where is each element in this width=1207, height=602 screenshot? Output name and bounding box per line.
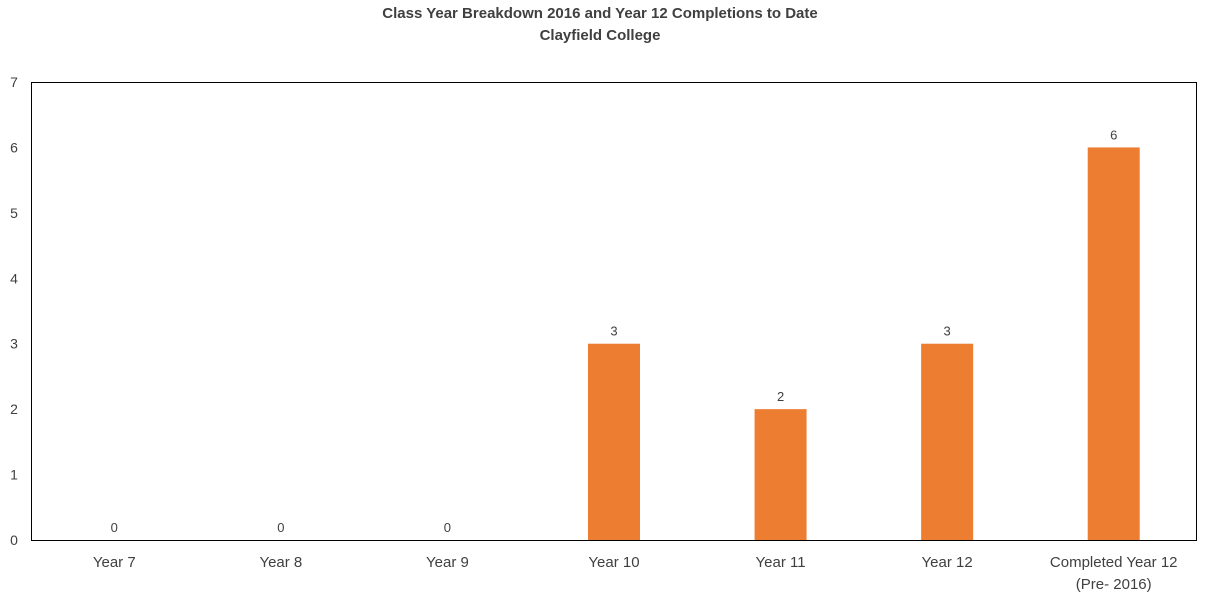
- bar: [754, 409, 807, 540]
- x-tick-label: Year 8: [259, 554, 302, 571]
- bar: [921, 343, 974, 540]
- y-tick-label: 1: [10, 467, 18, 483]
- y-tick-label: 5: [10, 205, 18, 221]
- data-label: 0: [444, 520, 451, 535]
- x-tick-label: Year 12: [922, 554, 973, 571]
- y-tick-label: 2: [10, 401, 18, 417]
- data-label: 0: [111, 520, 118, 535]
- bars: [588, 147, 1140, 540]
- data-labels: 0 0 0 3 2 3 6: [111, 127, 1118, 535]
- chart-subtitle: Clayfield College: [539, 27, 661, 44]
- x-tick-label: Completed Year 12: [1050, 554, 1178, 571]
- data-label: 0: [277, 520, 284, 535]
- bar: [588, 343, 640, 540]
- x-tick-label: (Pre- 2016): [1076, 576, 1152, 593]
- data-label: 3: [944, 324, 951, 339]
- data-label: 6: [1110, 127, 1117, 142]
- y-tick-label: 6: [10, 139, 18, 155]
- chart-title: Class Year Breakdown 2016 and Year 12 Co…: [382, 5, 818, 22]
- data-label: 2: [777, 389, 784, 404]
- y-tick-label: 4: [10, 270, 18, 286]
- x-tick-label: Year 10: [588, 554, 639, 571]
- bar: [1087, 147, 1140, 540]
- data-label: 3: [610, 324, 617, 339]
- y-tick-label: 7: [10, 74, 18, 90]
- x-tick-label: Year 7: [93, 554, 136, 571]
- plot-area-border: [31, 82, 1197, 541]
- x-tick-label: Year 11: [756, 554, 806, 571]
- x-axis: Year 7 Year 8 Year 9 Year 10 Year 11 Year 12 C…: [93, 554, 1178, 593]
- y-axis: 0 1 2 3 4 5 6 7: [10, 74, 18, 548]
- y-tick-label: 0: [10, 532, 18, 548]
- plot-frame-layer: [31, 82, 1197, 541]
- chart-title-block: Class Year Breakdown 2016 and Year 12 Co…: [0, 3, 1200, 47]
- y-tick-label: 3: [10, 336, 18, 352]
- x-tick-label: Year 9: [426, 554, 469, 571]
